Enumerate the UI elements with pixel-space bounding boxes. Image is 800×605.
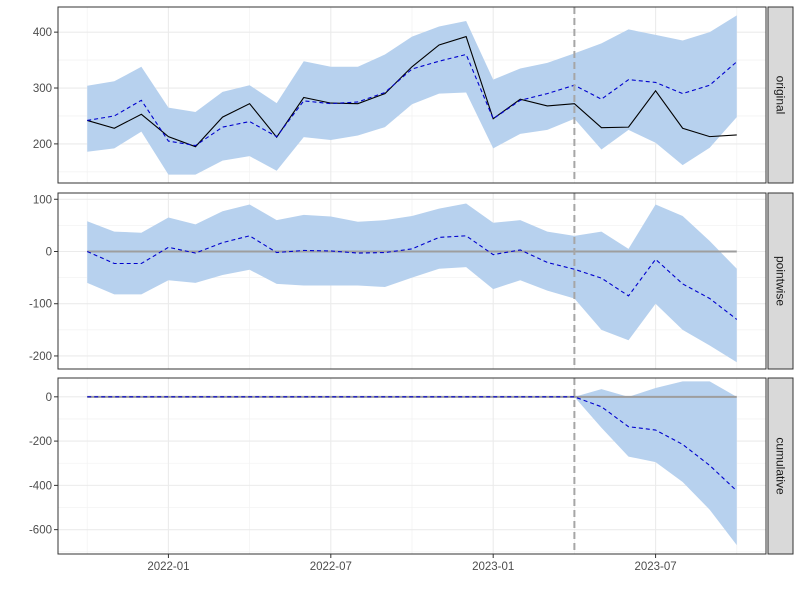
predicted-line (87, 396, 738, 492)
y-tick-label: 0 (46, 246, 52, 258)
y-tick-label: -400 (29, 480, 52, 492)
y-tick-label: 100 (33, 194, 52, 206)
y-tick-label: -600 (29, 525, 52, 537)
y-tick-label: 300 (33, 83, 52, 95)
y-tick-label: -200 (29, 351, 52, 363)
predicted-line (87, 53, 738, 147)
y-tick-label: 200 (33, 139, 52, 151)
observed-line (87, 35, 737, 148)
y-tick-label: 0 (46, 392, 52, 404)
x-tick-label: 2022-07 (310, 561, 352, 573)
predicted-line (87, 235, 738, 320)
x-tick-label: 2023-01 (472, 561, 514, 573)
x-tick-label: 2023-07 (634, 561, 676, 573)
facet-strip-label: pointwise (774, 256, 788, 306)
panel-border (57, 377, 767, 555)
x-tick-label: 2022-01 (147, 561, 189, 573)
y-tick-label: -100 (29, 299, 52, 311)
facet-strip (767, 192, 794, 370)
y-tick-label: -200 (29, 436, 52, 448)
panel-border (57, 6, 767, 184)
facet-strip-label: original (774, 76, 788, 115)
facet-strip (767, 6, 794, 184)
panel-border (57, 192, 767, 370)
facet-strip-label: cumulative (774, 437, 788, 495)
y-tick-label: 400 (33, 27, 52, 39)
facet-strip (767, 377, 794, 555)
